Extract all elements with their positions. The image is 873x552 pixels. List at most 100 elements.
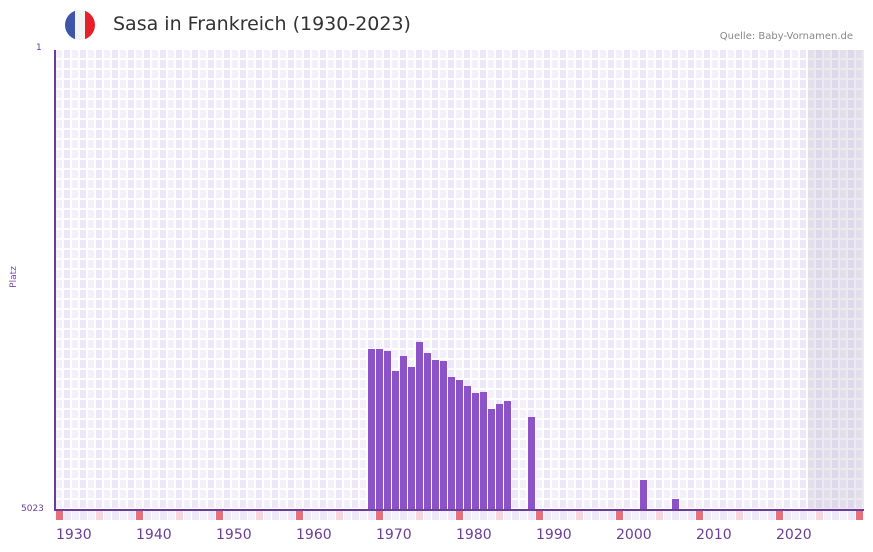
decade-marker bbox=[536, 511, 543, 520]
year-cell bbox=[744, 511, 751, 520]
bar-1978[interactable] bbox=[440, 360, 447, 510]
bar-1980[interactable] bbox=[456, 380, 463, 510]
year-cell bbox=[400, 511, 407, 520]
chart-title: Sasa in Frankreich (1930-2023) bbox=[113, 13, 411, 35]
x-tick-label: 1930 bbox=[56, 527, 92, 543]
year-cell bbox=[568, 511, 575, 520]
year-cell bbox=[848, 511, 855, 520]
bar-1972[interactable] bbox=[392, 370, 399, 510]
year-cell bbox=[784, 511, 791, 520]
year-cell bbox=[688, 511, 695, 520]
year-cell bbox=[824, 511, 831, 520]
bar-1982[interactable] bbox=[472, 393, 479, 510]
bar-1971[interactable] bbox=[384, 350, 391, 510]
bar-1973[interactable] bbox=[400, 356, 407, 510]
half-decade-marker bbox=[656, 511, 663, 520]
year-cell bbox=[624, 511, 631, 520]
year-cell bbox=[184, 511, 191, 520]
bar-1985[interactable] bbox=[496, 404, 503, 510]
year-cell bbox=[768, 511, 775, 520]
year-cell bbox=[672, 511, 679, 520]
bar-2003[interactable] bbox=[640, 479, 647, 510]
year-cell bbox=[608, 511, 615, 520]
x-tick-label: 1940 bbox=[136, 527, 172, 543]
year-cell bbox=[704, 511, 711, 520]
year-cell bbox=[280, 511, 287, 520]
year-cell bbox=[120, 511, 127, 520]
x-tick-label: 1980 bbox=[456, 527, 492, 543]
year-cell bbox=[200, 511, 207, 520]
decade-marker bbox=[616, 511, 623, 520]
year-cell bbox=[664, 511, 671, 520]
bar-1970[interactable] bbox=[376, 348, 383, 510]
decade-marker bbox=[56, 511, 63, 520]
year-cell bbox=[592, 511, 599, 520]
decade-marker bbox=[376, 511, 383, 520]
year-cell bbox=[584, 511, 591, 520]
year-cell bbox=[720, 511, 727, 520]
year-cell bbox=[424, 511, 431, 520]
x-tick-label: 2020 bbox=[776, 527, 812, 543]
bar-1984[interactable] bbox=[488, 408, 495, 510]
year-cell bbox=[840, 511, 847, 520]
bar-1977[interactable] bbox=[432, 359, 439, 510]
y-tick-bottom: 5023 bbox=[21, 504, 44, 514]
year-cell bbox=[520, 511, 527, 520]
bar-1979[interactable] bbox=[448, 377, 455, 510]
bar-1975[interactable] bbox=[416, 342, 423, 510]
year-cell bbox=[248, 511, 255, 520]
year-cell bbox=[640, 511, 647, 520]
year-cell bbox=[392, 511, 399, 520]
year-cell bbox=[352, 511, 359, 520]
bar-1969[interactable] bbox=[368, 348, 375, 510]
bar-1989[interactable] bbox=[528, 417, 535, 510]
year-cell bbox=[712, 511, 719, 520]
year-cell bbox=[328, 511, 335, 520]
flag-stripe bbox=[75, 10, 85, 40]
bar-1986[interactable] bbox=[504, 400, 511, 510]
year-cell bbox=[632, 511, 639, 520]
year-cell bbox=[728, 511, 735, 520]
bar-2007[interactable] bbox=[672, 499, 679, 510]
year-cell bbox=[432, 511, 439, 520]
year-cell bbox=[512, 511, 519, 520]
year-cell bbox=[88, 511, 95, 520]
year-cell bbox=[320, 511, 327, 520]
year-marker-strip bbox=[56, 511, 864, 520]
y-tick-top: 1 bbox=[36, 43, 42, 53]
decade-marker bbox=[776, 511, 783, 520]
year-cell bbox=[192, 511, 199, 520]
half-decade-marker bbox=[416, 511, 423, 520]
year-cell bbox=[72, 511, 79, 520]
x-axis-line bbox=[54, 509, 864, 511]
year-cell bbox=[552, 511, 559, 520]
year-cell bbox=[144, 511, 151, 520]
year-cell bbox=[232, 511, 239, 520]
year-cell bbox=[600, 511, 607, 520]
y-axis-title: Platz bbox=[9, 266, 19, 288]
decade-marker bbox=[456, 511, 463, 520]
bar-1981[interactable] bbox=[464, 385, 471, 510]
year-cell bbox=[504, 511, 511, 520]
year-cell bbox=[104, 511, 111, 520]
future-shaded-region bbox=[808, 50, 864, 510]
bar-1974[interactable] bbox=[408, 367, 415, 510]
half-decade-marker bbox=[336, 511, 343, 520]
year-cell bbox=[152, 511, 159, 520]
year-cell bbox=[304, 511, 311, 520]
year-cell bbox=[264, 511, 271, 520]
flag-stripe bbox=[65, 10, 75, 40]
bar-1976[interactable] bbox=[424, 353, 431, 510]
x-tick-label: 1970 bbox=[376, 527, 412, 543]
x-tick-label: 2010 bbox=[696, 527, 732, 543]
year-cell bbox=[528, 511, 535, 520]
flag-icon bbox=[65, 10, 95, 40]
half-decade-marker bbox=[816, 511, 823, 520]
source-credit: Quelle: Baby-Vornamen.de bbox=[719, 31, 853, 42]
year-cell bbox=[440, 511, 447, 520]
flag-stripe bbox=[85, 10, 95, 40]
year-cell bbox=[240, 511, 247, 520]
year-cell bbox=[648, 511, 655, 520]
half-decade-marker bbox=[736, 511, 743, 520]
bar-1983[interactable] bbox=[480, 392, 487, 510]
